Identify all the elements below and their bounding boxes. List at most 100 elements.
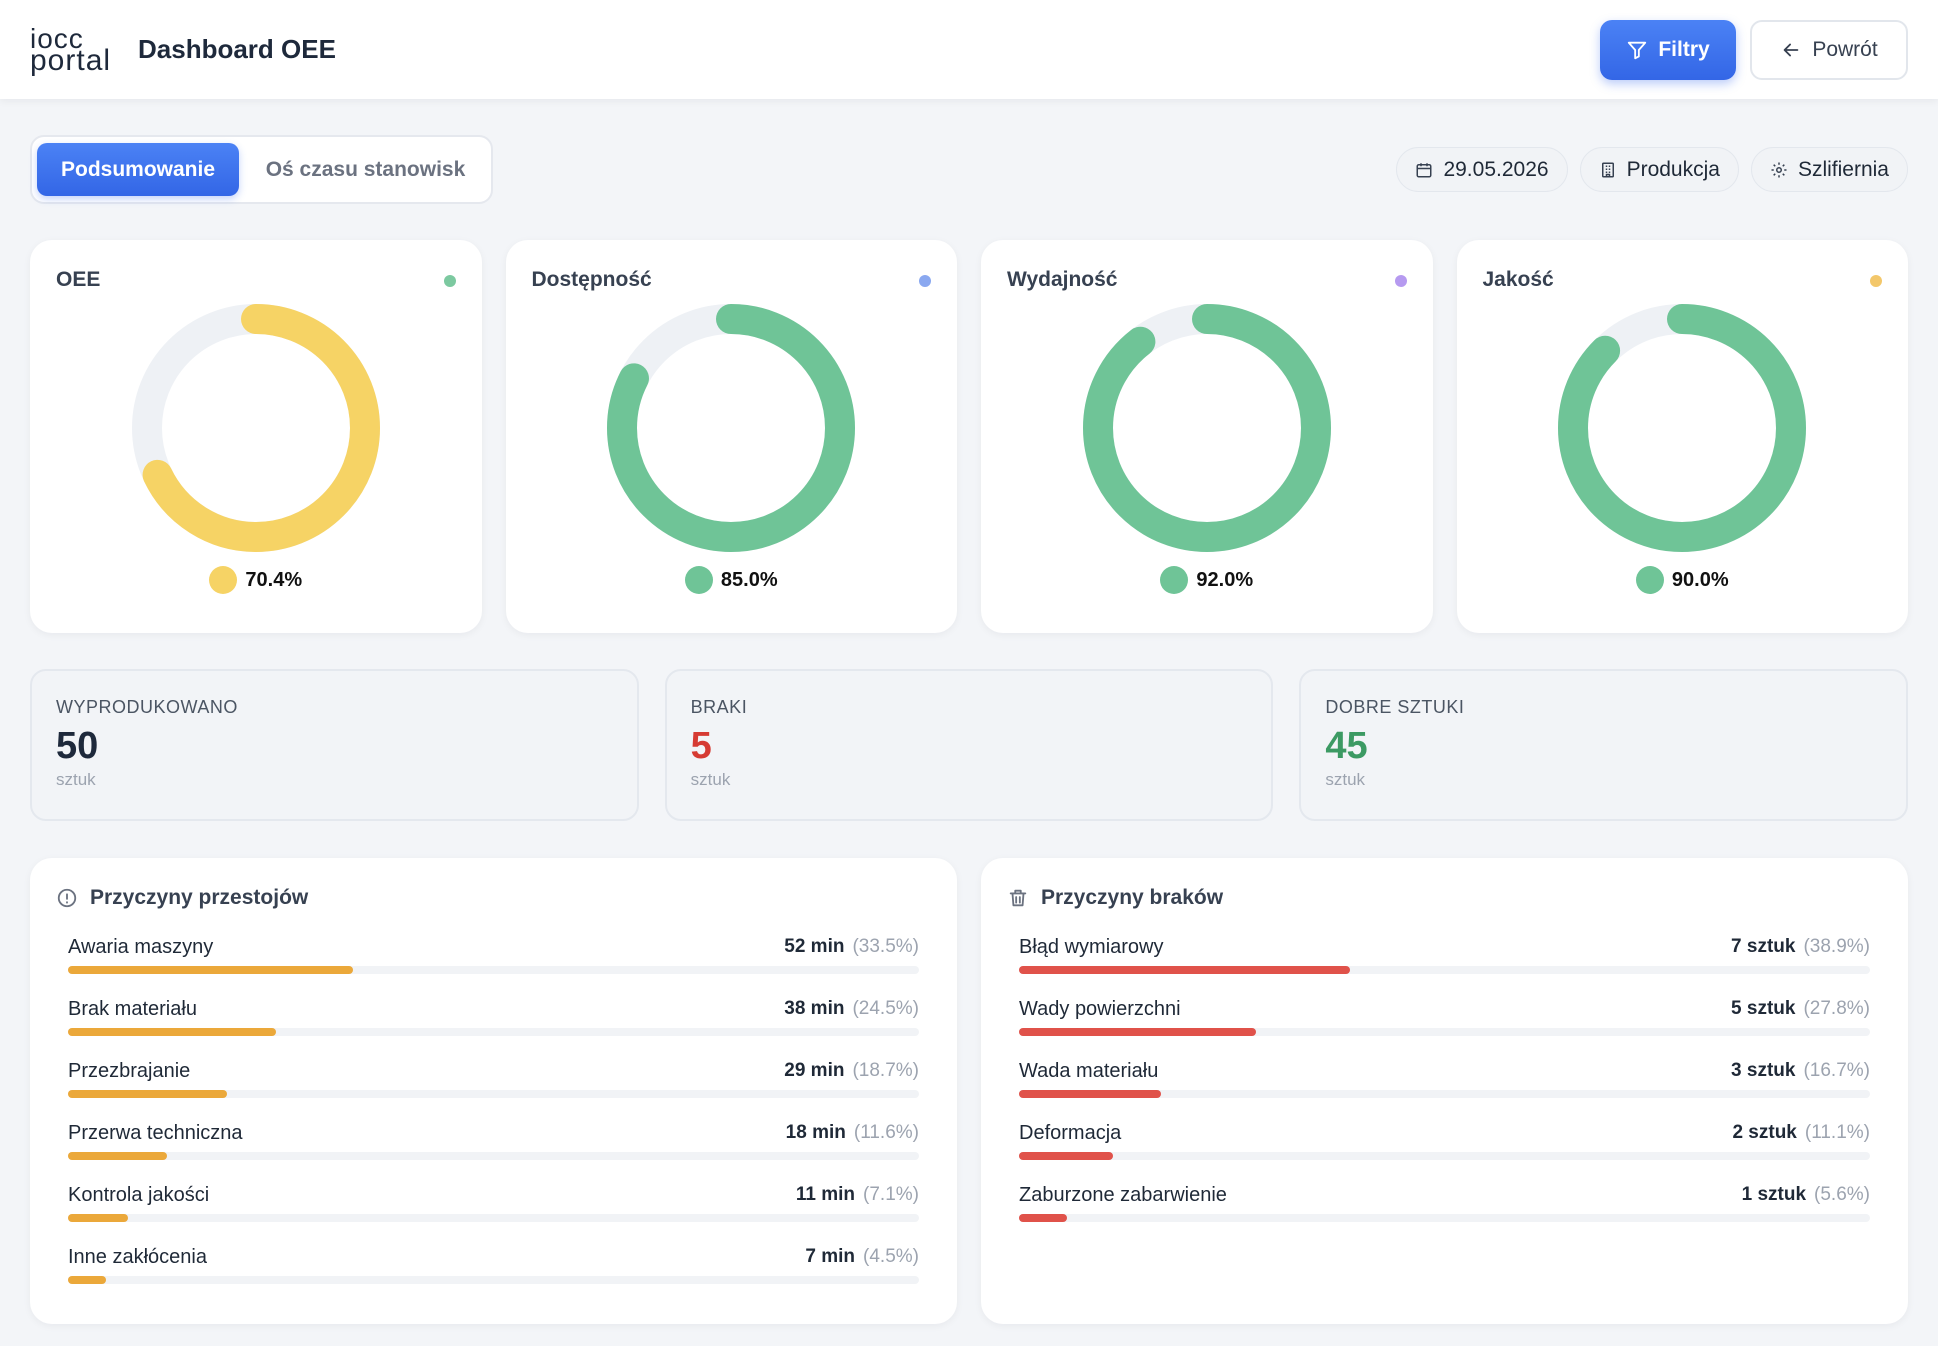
progress-fill	[68, 1152, 167, 1160]
stat-good-parts: DOBRE SZTUKI 45 sztuk	[1299, 669, 1909, 821]
progress-track	[68, 1152, 919, 1160]
legend-swatch	[209, 566, 238, 594]
app-header: iocc portal Dashboard OEE Filtry Powrót	[0, 0, 1938, 99]
status-dot	[443, 275, 456, 287]
reason-value: 5 sztuk	[1731, 998, 1796, 1019]
tab-station-timeline[interactable]: Oś czasu stanowisk	[265, 157, 466, 181]
panel-title: Przyczyny braków	[1041, 886, 1224, 909]
reason-label: Zaburzone zabarwienie	[1019, 1183, 1227, 1206]
tab-summary[interactable]: Podsumowanie	[37, 143, 239, 196]
legend-swatch	[1160, 566, 1189, 594]
gauge-title: Dostępność	[531, 268, 652, 291]
stat-label: DOBRE SZTUKI	[1325, 697, 1465, 717]
progress-track	[1019, 1152, 1870, 1160]
reason-value: 18 min	[785, 1122, 846, 1143]
gauge-legend: 92.0%	[981, 566, 1433, 594]
progress-fill	[68, 1214, 129, 1222]
trash-icon	[1009, 889, 1027, 907]
header-actions: Filtry Powrót	[1600, 19, 1908, 80]
reason-item: Przezbrajanie 29 min (18.7%)	[68, 1056, 919, 1118]
progress-fill	[1019, 1028, 1256, 1036]
progress-track	[68, 966, 919, 974]
reason-label: Błąd wymiarowy	[1019, 935, 1164, 958]
legend-swatch	[684, 566, 713, 594]
donut-chart	[1082, 304, 1331, 552]
reason-percent: (4.5%)	[863, 1246, 919, 1267]
status-dot	[919, 275, 931, 287]
legend-swatch	[1635, 566, 1664, 594]
progress-track	[68, 1028, 919, 1036]
gauge-legend: 90.0%	[1457, 566, 1909, 594]
defects-list: Błąd wymiarowy 7 sztuk (38.9%) Wady powierz…	[1007, 932, 1870, 1242]
stat-value: 50	[56, 725, 99, 767]
filters-button[interactable]: Filtry	[1600, 19, 1736, 80]
progress-track	[1019, 1214, 1870, 1222]
gauge-value: 70.4%	[245, 568, 303, 591]
progress-track	[68, 1214, 919, 1222]
reason-label: Kontrola jakości	[68, 1183, 210, 1206]
reason-row: Brak materiału 38 min (24.5%)	[68, 994, 919, 1024]
context-chips: 29.05.2026 Produkcja Szlifiernia	[1396, 147, 1908, 192]
station-chip-label: Szlifiernia	[1797, 157, 1889, 181]
reason-label: Inne zakłócenia	[68, 1245, 207, 1268]
donut-value-arc	[1082, 304, 1331, 552]
department-chip-label: Produkcja	[1626, 157, 1720, 181]
reason-item: Wady powierzchni 5 sztuk (27.8%)	[1019, 994, 1870, 1056]
reason-value: 1 sztuk	[1741, 1184, 1807, 1205]
donut-chart	[607, 304, 856, 552]
reason-row: Przerwa techniczna 18 min (11.6%)	[68, 1118, 919, 1148]
reason-label: Przerwa techniczna	[68, 1121, 243, 1144]
reason-value: 29 min	[784, 1060, 845, 1081]
reason-row: Wada materiału 3 sztuk (16.7%)	[1019, 1056, 1870, 1086]
reason-percent: (11.1%)	[1804, 1122, 1870, 1143]
reason-label: Przezbrajanie	[68, 1059, 191, 1082]
reason-row: Kontrola jakości 11 min (7.1%)	[68, 1180, 919, 1210]
back-button[interactable]: Powrót	[1750, 19, 1908, 80]
station-chip[interactable]: Szlifiernia	[1750, 147, 1908, 192]
reason-row: Deformacja 2 sztuk (11.1%)	[1019, 1118, 1870, 1148]
view-tabs: Podsumowanie Oś czasu stanowisk	[30, 135, 493, 204]
reason-item: Inne zakłócenia 7 min (4.5%)	[68, 1242, 919, 1304]
reason-value: 52 min	[784, 936, 845, 957]
downtime-list: Awaria maszyny 52 min (33.5%) Brak materiał…	[56, 932, 919, 1304]
gauge-card-oee: OEE 70.4%	[30, 240, 482, 633]
reason-label: Awaria maszyny	[68, 935, 214, 958]
reason-row: Błąd wymiarowy 7 sztuk (38.9%)	[1019, 932, 1870, 962]
reason-percent: (7.1%)	[863, 1184, 919, 1205]
gauge-legend: 70.4%	[30, 566, 482, 594]
arrow-left-icon	[1783, 43, 1799, 56]
department-chip[interactable]: Produkcja	[1579, 147, 1739, 192]
stat-label: WYPRODUKOWANO	[56, 697, 238, 717]
reason-row: Przezbrajanie 29 min (18.7%)	[68, 1056, 919, 1086]
progress-fill	[1019, 1214, 1067, 1222]
date-chip-label: 29.05.2026	[1443, 157, 1549, 181]
panel-title: Przyczyny przestojów	[90, 886, 309, 909]
date-chip[interactable]: 29.05.2026	[1396, 147, 1568, 192]
reason-item: Deformacja 2 sztuk (11.1%)	[1019, 1118, 1870, 1180]
reason-value: 7 sztuk	[1731, 936, 1796, 957]
gauge-card-performance: Wydajność 92.0%	[981, 240, 1433, 633]
page-title: Dashboard OEE	[138, 34, 336, 64]
reason-percent: (18.7%)	[852, 1060, 919, 1081]
reason-item: Kontrola jakości 11 min (7.1%)	[68, 1180, 919, 1242]
filter-icon	[1628, 41, 1647, 59]
reason-row: Inne zakłócenia 7 min (4.5%)	[68, 1242, 919, 1272]
progress-fill	[68, 966, 354, 974]
gauge-card-quality: Jakość 90.0%	[1456, 240, 1909, 633]
reason-value: 7 min	[805, 1246, 856, 1267]
stat-value: 45	[1325, 725, 1368, 767]
panel-header: Przyczyny przestojów	[56, 886, 919, 910]
gear-icon	[1771, 162, 1787, 177]
reason-percent: (27.8%)	[1803, 998, 1870, 1019]
reason-value: 2 sztuk	[1732, 1122, 1797, 1143]
downtime-panel: Przyczyny przestojów Awaria maszyny 52 mi…	[30, 858, 957, 1324]
stat-unit: sztuk	[56, 770, 96, 789]
reason-label: Brak materiału	[68, 997, 197, 1020]
app-logo[interactable]: iocc portal	[30, 24, 120, 75]
reason-item: Przerwa techniczna 18 min (11.6%)	[68, 1118, 919, 1180]
progress-track	[68, 1090, 919, 1098]
reason-percent: (24.5%)	[852, 998, 919, 1019]
stat-produced: WYPRODUKOWANO 50 sztuk	[30, 669, 639, 821]
reason-label: Wada materiału	[1019, 1059, 1159, 1082]
defects-panel: Przyczyny braków Błąd wymiarowy 7 sztuk (3…	[981, 858, 1908, 1324]
